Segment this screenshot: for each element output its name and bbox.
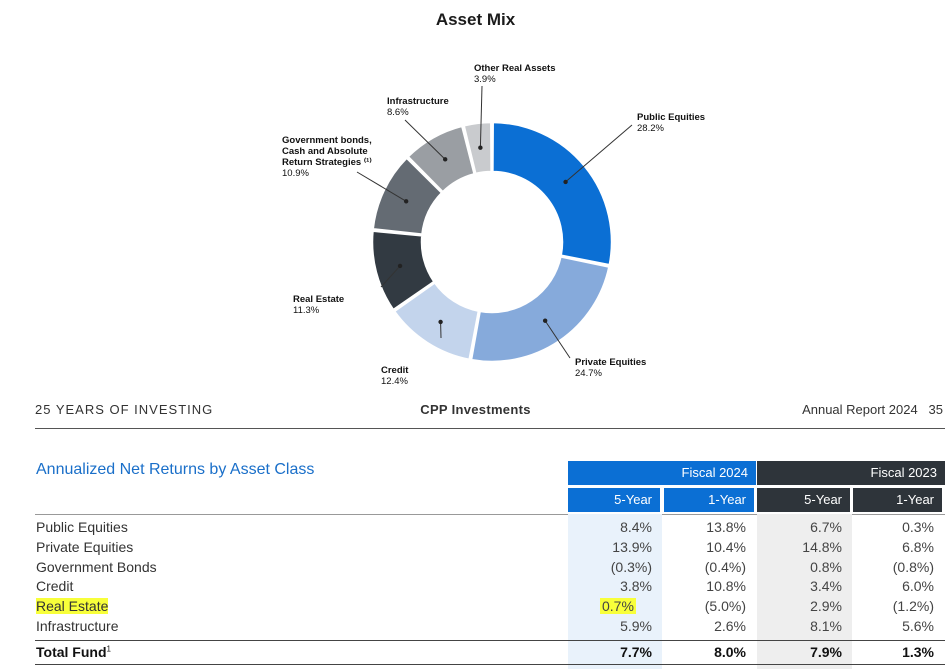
asset-mix-donut-chart: Public Equities 28.2% Private Equities 24.7… xyxy=(282,63,705,387)
slice-label: Other Real Assets 3.9% xyxy=(474,63,556,85)
table-cell: 8.4% xyxy=(620,519,652,535)
total-cell: 7.7% xyxy=(620,644,652,660)
footer-section-label: 25 YEARS OF INVESTING xyxy=(35,402,214,417)
leader-dot xyxy=(478,145,483,150)
table-cell: 5.6% xyxy=(902,618,934,634)
leader-dot xyxy=(563,179,568,185)
table-cell: 10.8% xyxy=(706,578,746,595)
fiscal-2023-5yr-column-bg xyxy=(757,514,852,669)
row-label: Infrastructure xyxy=(36,618,119,634)
table-cell: 3.8% xyxy=(620,578,652,595)
slice-label: Private Equities 24.7% xyxy=(575,357,646,379)
chart-title: Asset Mix xyxy=(435,10,516,29)
total-row-label: Total Fund1 xyxy=(36,644,111,660)
table-cell: 13.8% xyxy=(706,519,746,535)
table-top-divider xyxy=(35,514,945,515)
leader-line xyxy=(544,320,571,359)
table-cell: 6.0% xyxy=(902,578,934,595)
period-subheader: 5-Year xyxy=(757,488,850,512)
table-cell: 8.1% xyxy=(810,618,842,634)
table-bottom-divider xyxy=(35,664,945,665)
table-cell: (1.2%) xyxy=(892,598,934,615)
table-cell: 2.6% xyxy=(714,618,746,634)
leader-dot xyxy=(442,157,448,162)
total-cell: 8.0% xyxy=(714,644,746,660)
returns-table-title: Annualized Net Returns by Asset Class xyxy=(36,461,315,478)
period-subheader: 5-Year xyxy=(568,488,660,512)
footer-divider xyxy=(35,428,945,429)
table-cell: 10.4% xyxy=(706,538,746,555)
footer-page-info: Annual Report 2024 35 xyxy=(802,402,943,417)
donut-slice-private-equities xyxy=(469,254,611,364)
table-cell: 2.9% xyxy=(810,598,842,615)
leader-line xyxy=(404,119,446,160)
leader-dot xyxy=(438,319,443,325)
period-subheader: 1-Year xyxy=(664,488,754,512)
table-cell: (0.8%) xyxy=(892,558,934,575)
period-subheader: 1-Year xyxy=(853,488,942,512)
leader-line xyxy=(380,265,401,288)
table-cell: (5.0%) xyxy=(704,598,746,615)
table-cell: 0.8% xyxy=(810,558,842,575)
total-cell: 7.9% xyxy=(810,644,842,660)
slice-label: Infrastructure 8.6% xyxy=(387,96,449,118)
leader-dot xyxy=(542,318,548,323)
table-cell: 0.7% xyxy=(600,598,636,615)
table-cell: 13.9% xyxy=(612,538,652,555)
donut-slice-other-real-assets xyxy=(462,120,493,176)
row-label: Public Equities xyxy=(36,519,128,535)
total-cell: 1.3% xyxy=(902,644,934,660)
donut-slice-government-bonds-cash-and-absolute-return-strategies xyxy=(371,155,444,236)
footnote-marker: 1 xyxy=(106,644,111,654)
slice-label: Credit 12.4% xyxy=(381,365,409,387)
slice-label: Public Equities 28.2% xyxy=(637,112,705,134)
table-cell: 5.9% xyxy=(620,618,652,634)
leader-line xyxy=(356,171,407,202)
row-label: Credit xyxy=(36,578,74,595)
fiscal-group-header: Fiscal 2023 xyxy=(757,461,945,485)
leader-line xyxy=(565,124,633,183)
table-cell: 0.3% xyxy=(902,519,934,535)
table-cell: (0.3%) xyxy=(610,558,652,575)
fiscal-2024-5yr-column-bg xyxy=(568,514,662,669)
table-cell: 6.8% xyxy=(902,538,934,555)
slice-label: Government bonds, Cash and Absolute Return… xyxy=(282,135,372,179)
table-cell: (0.4%) xyxy=(704,558,746,575)
donut-slice-real-estate xyxy=(370,229,437,312)
leader-line xyxy=(479,85,483,148)
table-cell: 3.4% xyxy=(810,578,842,595)
leader-dot xyxy=(403,199,409,204)
row-label: Government Bonds xyxy=(36,558,157,575)
row-label: Real Estate xyxy=(36,598,109,615)
fiscal-group-header: Fiscal 2024 xyxy=(568,461,756,485)
donut-slice-public-equities xyxy=(491,120,614,267)
row-label: Private Equities xyxy=(36,538,134,555)
slice-label: Real Estate 11.3% xyxy=(293,294,344,316)
table-cell: 6.7% xyxy=(810,519,842,535)
footer-brand: CPP Investments xyxy=(420,402,531,417)
table-cell: 14.8% xyxy=(802,538,842,555)
total-divider xyxy=(35,640,945,641)
donut-slice-credit xyxy=(392,280,481,362)
leader-dot xyxy=(397,263,403,269)
